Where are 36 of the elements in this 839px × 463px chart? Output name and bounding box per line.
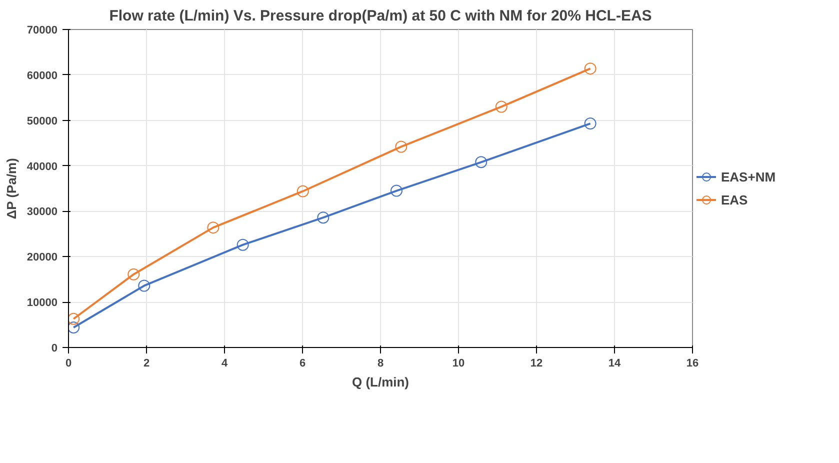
point <box>207 222 220 234</box>
y-tick-label: 70000 <box>26 24 58 36</box>
chart-title: Flow rate (L/min) Vs. Pressure drop(Pa/m) at 50 C with NM for 20% HCL-EAS <box>109 8 652 24</box>
point <box>495 100 508 113</box>
y-axis-title: ΔP (Pa/m) <box>4 158 19 220</box>
y-tick-label: 30000 <box>26 206 58 218</box>
point <box>584 118 596 130</box>
x-tick-label: 10 <box>452 358 465 370</box>
point <box>296 185 309 198</box>
y-tick-label: 20000 <box>26 252 58 264</box>
point <box>236 238 249 251</box>
y-tick-label: 40000 <box>26 160 58 173</box>
point <box>390 184 402 197</box>
x-tick-label: 8 <box>377 358 384 370</box>
x-tick-label: 4 <box>221 358 228 370</box>
y-tick-label: 0 <box>51 342 58 354</box>
point <box>317 212 330 224</box>
legend-label: EAS+NM <box>721 169 776 184</box>
point <box>68 312 80 325</box>
y-tick-label: 10000 <box>26 297 58 310</box>
point <box>584 62 596 75</box>
x-tick-label: 2 <box>143 358 150 370</box>
x-tick-label: 6 <box>299 358 306 370</box>
point <box>475 156 488 168</box>
x-axis-title: Q (L/min) <box>352 374 410 390</box>
point <box>395 140 408 153</box>
point <box>128 268 140 280</box>
x-tick-label: 0 <box>65 358 72 370</box>
y-tick-label: 60000 <box>26 70 58 82</box>
point <box>68 322 80 334</box>
x-tick-label: 12 <box>530 358 543 370</box>
x-tick-label: 14 <box>608 358 622 370</box>
point <box>138 280 150 292</box>
x-tick-label: 16 <box>686 358 699 370</box>
legend-label: EAS <box>721 192 748 207</box>
y-tick-label: 50000 <box>26 115 58 128</box>
